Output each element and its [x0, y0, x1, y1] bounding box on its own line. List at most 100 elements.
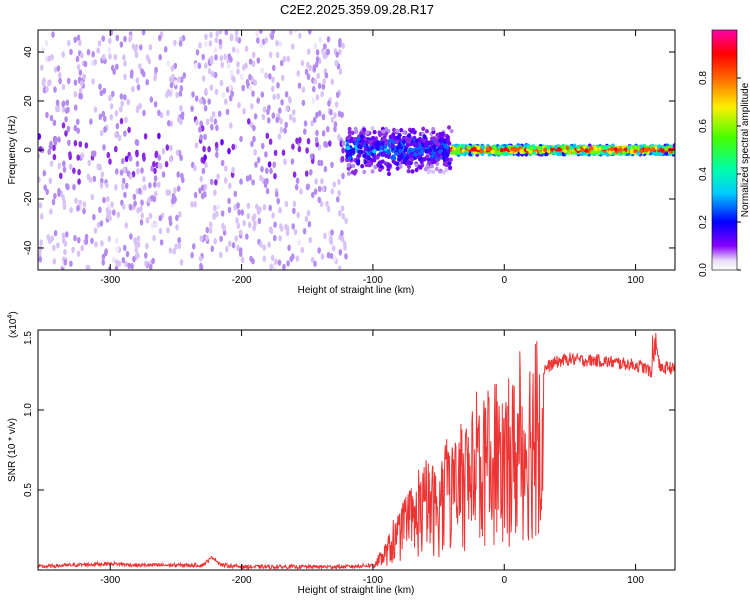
- spectrogram-cell: [460, 143, 465, 149]
- spectrogram-cell: [82, 208, 86, 215]
- snr-plot-area: [38, 330, 675, 570]
- spectrogram-cell: [141, 30, 146, 36]
- spectrogram-cell: [428, 147, 433, 153]
- spectrogram-cell: [48, 143, 53, 151]
- spectrogram-cell: [227, 197, 231, 205]
- spectrogram-cell: [154, 150, 159, 157]
- top-x-tick-label: -200: [232, 275, 252, 286]
- spectrogram-cell: [90, 150, 95, 157]
- spectrogram-cell: [394, 128, 399, 134]
- spectrogram-cell: [198, 42, 202, 49]
- spectrogram-cell: [305, 183, 310, 191]
- spectrogram-cell: [499, 147, 504, 153]
- spectrogram-cell: [213, 47, 218, 54]
- spectrogram-cell: [61, 122, 66, 129]
- spectrogram-cell: [40, 64, 44, 71]
- spectrogram-cell: [224, 165, 228, 172]
- spectrogram-cell: [124, 182, 129, 189]
- spectrogram-cell: [122, 166, 127, 174]
- spectrogram-cell: [213, 118, 218, 125]
- spectrogram-cell: [273, 234, 277, 242]
- spectrogram-cell: [39, 239, 43, 246]
- spectrogram-cell: [409, 152, 414, 158]
- spectrogram-cell: [210, 245, 215, 252]
- spectrogram-cell: [127, 262, 131, 269]
- spectrogram-cell: [347, 155, 352, 161]
- spectrogram-cell: [227, 206, 232, 214]
- spectrogram-cell: [384, 140, 389, 145]
- spectrogram-cell: [61, 51, 65, 58]
- spectrogram-cell: [280, 99, 284, 106]
- spectrogram-cell: [326, 252, 331, 259]
- spectrogram-cell: [362, 127, 367, 132]
- spectrogram-cell: [211, 111, 216, 118]
- spectrogram-cell: [424, 129, 429, 134]
- spectrogram-cell: [52, 153, 57, 161]
- spectrogram-cell: [145, 54, 150, 61]
- spectrogram-cell: [110, 201, 114, 208]
- spectrogram-cell: [357, 153, 362, 158]
- spectrogram-cell: [284, 91, 289, 98]
- spectrogram-cell: [203, 154, 207, 161]
- spectrogram-cell: [199, 175, 204, 183]
- spectrogram-cell: [232, 76, 236, 83]
- spectrogram-cell: [61, 106, 66, 113]
- spectrogram-cell: [135, 160, 140, 167]
- spectrogram-cell: [390, 143, 395, 149]
- spectrogram-cell: [195, 119, 199, 126]
- spectrogram-cell: [286, 55, 291, 63]
- spectrogram-cell: [138, 187, 142, 195]
- spectrogram-cell: [175, 224, 179, 231]
- spectrogram-cell: [177, 76, 181, 83]
- spectrogram-cell: [349, 149, 354, 154]
- spectrogram-cell: [111, 90, 115, 98]
- spectrogram-cell: [265, 167, 269, 174]
- spectrogram-cell: [38, 245, 43, 252]
- spectrogram-cell: [229, 69, 234, 77]
- spectrogram-cell: [157, 154, 162, 161]
- spectrogram-cell: [253, 149, 257, 156]
- spectrogram-cell: [138, 63, 142, 70]
- spectrogram-cell: [83, 60, 88, 68]
- spectrogram-cell: [322, 52, 327, 60]
- spectrogram-cell: [302, 228, 307, 235]
- spectrogram-cell: [143, 133, 148, 140]
- spectrogram-cell: [259, 30, 263, 34]
- spectrogram-cell: [124, 260, 128, 267]
- spectrogram-cell: [265, 187, 270, 195]
- spectrogram-cell: [291, 223, 296, 230]
- spectrogram-cell: [395, 145, 400, 150]
- spectrogram-cell: [306, 73, 311, 81]
- spectrogram-cell: [103, 250, 108, 257]
- spectrogram-cell: [45, 111, 49, 119]
- spectrogram-cell: [217, 110, 222, 118]
- spectrogram-cell: [341, 140, 346, 147]
- spectrogram-cell: [192, 243, 196, 250]
- spectrogram-cell: [105, 181, 109, 189]
- spectrogram-cell: [255, 203, 259, 210]
- spectrogram-cell: [344, 217, 348, 225]
- spectrogram-cell: [244, 45, 249, 52]
- spectrogram-cell: [71, 246, 75, 253]
- spectrogram-cell: [227, 147, 231, 155]
- spectrogram-cell: [314, 136, 319, 144]
- spectrogram-cell: [199, 262, 203, 270]
- spectrogram-cell: [205, 118, 210, 126]
- spectrogram-cell: [319, 200, 324, 208]
- spectrogram-cell: [52, 258, 57, 265]
- spectrogram-cell: [167, 120, 171, 127]
- spectrogram-cell: [235, 217, 239, 224]
- spectrogram-cell: [218, 38, 223, 46]
- spectrogram-cell: [264, 151, 268, 158]
- spectrogram-cell: [381, 129, 386, 134]
- spectrogram-cell: [422, 156, 427, 162]
- colorbar-label: Normalized spectral amplitude: [740, 82, 750, 217]
- spectrogram-cell: [335, 91, 340, 99]
- spectrogram-cell: [96, 221, 101, 229]
- spectrogram-cell: [363, 146, 368, 151]
- spectrogram-cell: [260, 142, 265, 150]
- bottom-x-tick-label: 0: [501, 575, 507, 586]
- spectrogram-cell: [72, 184, 76, 191]
- spectrogram-cell: [64, 130, 68, 137]
- spectrogram-cell: [552, 150, 557, 155]
